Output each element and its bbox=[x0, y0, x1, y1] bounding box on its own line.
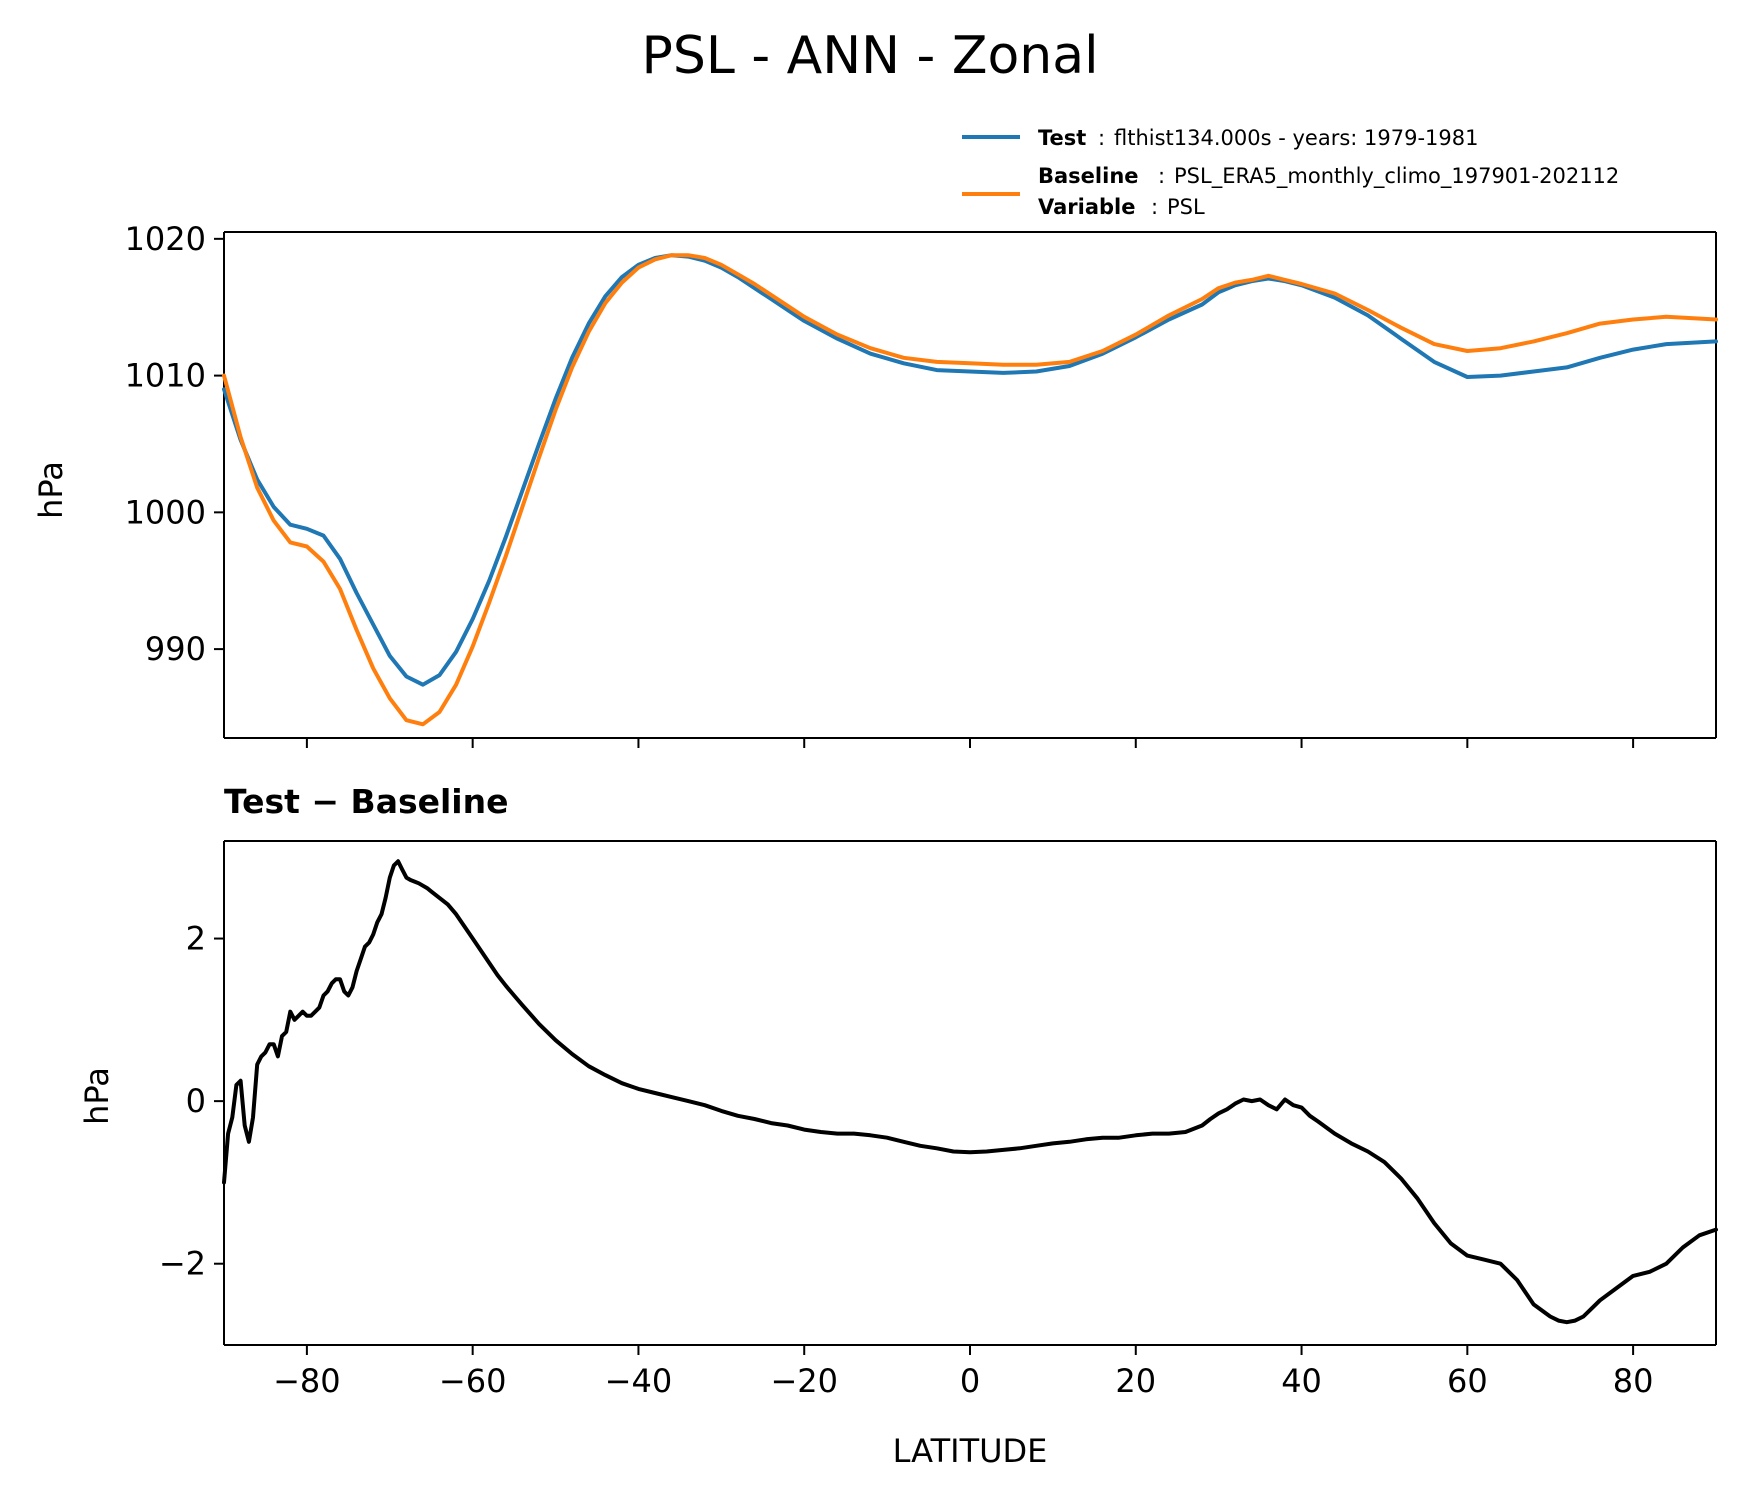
top-series-baseline bbox=[222, 253, 1718, 727]
figure-title: PSL - ANN - Zonal bbox=[641, 26, 1098, 86]
bottom-ylabel: hPa bbox=[78, 1067, 116, 1125]
bottom-xtick-label: −60 bbox=[439, 1362, 507, 1400]
legend-baseline-sep: : bbox=[1158, 164, 1165, 188]
bottom-panel: Test − Baseline −80 −60 −40 −20 0 20 40 60 80−20… bbox=[78, 782, 1718, 1470]
top-ytick-label: 1000 bbox=[125, 493, 206, 531]
top-series-test bbox=[222, 253, 1718, 687]
bottom-xtick-label: 0 bbox=[960, 1362, 980, 1400]
bottom-panel-title: Test − Baseline bbox=[224, 782, 509, 821]
legend-test-key: Test bbox=[1038, 126, 1086, 150]
bottom-xtick-label: 20 bbox=[1115, 1362, 1156, 1400]
bottom-ytick-label: −2 bbox=[159, 1245, 206, 1283]
top-axis-ticks: 990 1000 1010 1020 bbox=[125, 220, 1635, 748]
legend-baseline-key: Baseline bbox=[1038, 164, 1139, 188]
legend-test-text: flthist134.000s - years: 1979-1981 bbox=[1114, 126, 1479, 150]
top-ytick-label: 1010 bbox=[125, 357, 206, 395]
legend-variable-sep: : bbox=[1151, 195, 1158, 219]
top-series bbox=[222, 253, 1718, 727]
bottom-series bbox=[222, 859, 1718, 1325]
legend-test-sep: : bbox=[1098, 126, 1105, 150]
top-ylabel: hPa bbox=[32, 461, 70, 519]
legend-variable-text: PSL bbox=[1167, 195, 1205, 219]
bottom-xtick-label: −80 bbox=[273, 1362, 341, 1400]
bottom-ytick-label: 0 bbox=[186, 1082, 206, 1120]
bottom-series-test-baseline bbox=[222, 859, 1718, 1325]
top-ytick-label: 1020 bbox=[125, 220, 206, 258]
legend-variable-key: Variable bbox=[1038, 195, 1135, 219]
top-ytick-label: 990 bbox=[145, 630, 206, 668]
bottom-xtick-label: −20 bbox=[770, 1362, 838, 1400]
bottom-xtick-label: 60 bbox=[1447, 1362, 1488, 1400]
bottom-xlabel: LATITUDE bbox=[893, 1432, 1048, 1470]
bottom-xtick-label: −40 bbox=[605, 1362, 673, 1400]
legend: Test : flthist134.000s - years: 1979-198… bbox=[962, 126, 1619, 219]
legend-baseline-text: PSL_ERA5_monthly_climo_197901-202112 bbox=[1174, 164, 1619, 189]
bottom-axis-ticks: −80 −60 −40 −20 0 20 40 60 80−202 bbox=[159, 920, 1654, 1400]
bottom-ytick-label: 2 bbox=[186, 920, 206, 958]
top-panel: 990 1000 1010 1020 hPa bbox=[32, 220, 1718, 748]
bottom-xtick-label: 80 bbox=[1613, 1362, 1654, 1400]
bottom-xtick-label: 40 bbox=[1281, 1362, 1322, 1400]
